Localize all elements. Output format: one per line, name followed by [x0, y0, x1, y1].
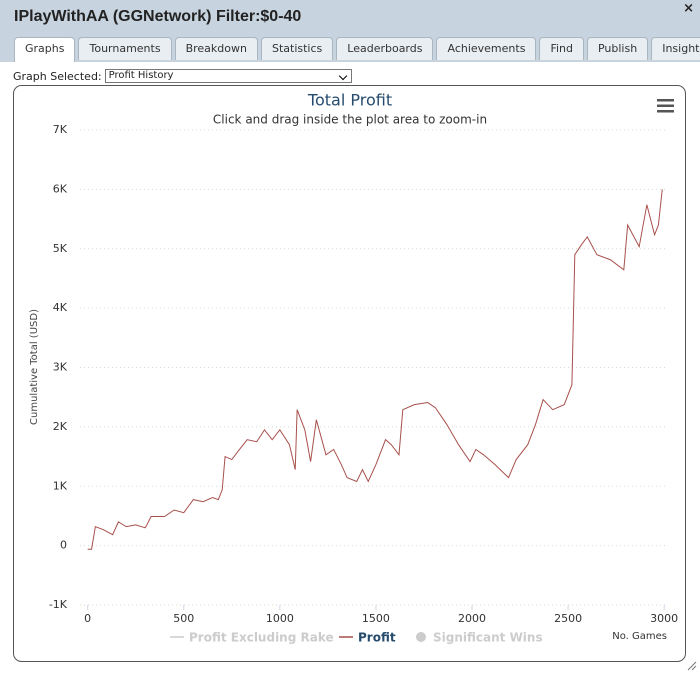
tab[interactable]: Achievements — [436, 37, 537, 60]
chart-title: Total Profit — [307, 91, 392, 110]
chart-frame — [13, 85, 686, 662]
x-tick-label: 0 — [84, 612, 91, 625]
close-button[interactable]: × — [683, 1, 694, 16]
series-line — [87, 189, 663, 550]
y-tick-label: 2K — [53, 420, 68, 433]
x-tick-label: 2000 — [458, 612, 486, 625]
tab[interactable]: Tournaments — [78, 37, 172, 60]
y-tick-label: 7K — [53, 123, 68, 136]
title-bar: IPlayWithAA (GGNetwork) Filter:$0-40 × G… — [0, 0, 700, 62]
tab[interactable]: Graphs — [14, 37, 76, 62]
legend-item[interactable]: Profit Excluding Rake — [170, 631, 334, 645]
y-tick-label: -1K — [49, 598, 68, 611]
tab[interactable]: Statistics — [260, 37, 334, 60]
tab-bar: Graphs Tournaments Breakdown Statistics Lead… — [14, 37, 700, 62]
x-axis-label: No. Games — [612, 631, 667, 642]
y-tick-label: 0 — [60, 539, 67, 552]
legend-label: Significant Wins — [433, 631, 543, 645]
chart-subtitle: Click and drag inside the plot area to z… — [213, 113, 487, 127]
menu-bar — [657, 110, 674, 113]
menu-button[interactable] — [657, 99, 674, 113]
resize-grip — [687, 661, 697, 671]
tab[interactable]: Breakdown — [174, 37, 258, 60]
tab[interactable]: Insights — [651, 37, 700, 60]
menu-bar — [657, 104, 674, 107]
legend-item[interactable]: Profit — [339, 631, 396, 645]
x-tick-label: 1000 — [266, 612, 294, 625]
legend-symbol — [416, 632, 426, 642]
menu-bar — [657, 99, 674, 102]
y-tick-label: 1K — [53, 479, 68, 492]
selector-label: Graph Selected: — [13, 69, 102, 83]
y-tick-label: 5K — [53, 242, 68, 255]
x-tick-label: 1500 — [362, 612, 390, 625]
graph-select[interactable]: Profit History — [104, 69, 352, 83]
legend-label: Profit Excluding Rake — [189, 631, 334, 645]
x-tick-label: 2500 — [554, 612, 582, 625]
y-tick-label: 3K — [53, 361, 68, 374]
graph-selector-row: Graph Selected: Profit History — [13, 69, 352, 83]
window-title: IPlayWithAA (GGNetwork) Filter:$0-40 — [14, 8, 302, 25]
tab[interactable]: Leaderboards — [336, 37, 434, 60]
x-tick-label: 3000 — [650, 612, 678, 625]
legend-label: Profit — [358, 631, 396, 645]
y-axis-label: Cumulative Total (USD) — [29, 309, 40, 425]
tab[interactable]: Publish — [586, 37, 649, 60]
y-tick-label: 4K — [53, 301, 68, 314]
tab[interactable]: Find — [539, 37, 584, 60]
x-tick-label: 500 — [173, 612, 194, 625]
legend-item[interactable]: Significant Wins — [416, 631, 543, 645]
y-tick-label: 6K — [53, 182, 68, 195]
